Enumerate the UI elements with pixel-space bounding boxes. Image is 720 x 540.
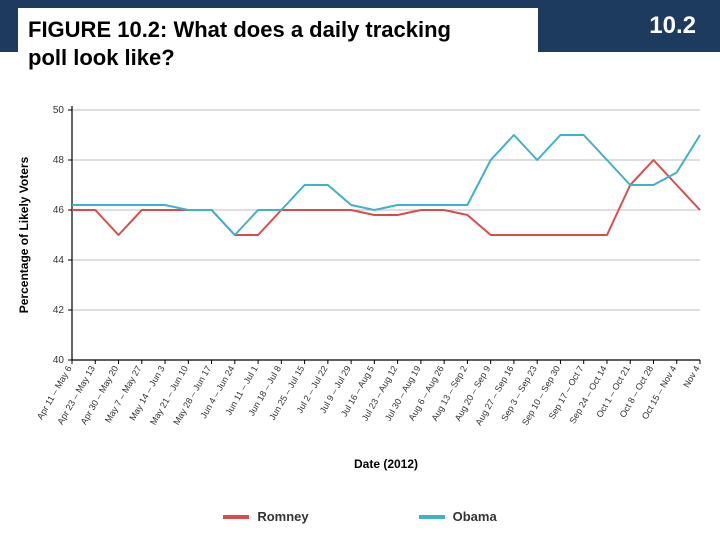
- svg-text:44: 44: [53, 255, 65, 266]
- chart-legend: Romney Obama: [10, 509, 710, 524]
- legend-swatch-romney: [223, 515, 249, 519]
- svg-text:Nov 4: Nov 4: [681, 364, 701, 389]
- figure-title: FIGURE 10.2: What does a daily tracking …: [28, 16, 528, 71]
- svg-text:46: 46: [53, 205, 65, 216]
- tracking-poll-chart: 404244464850Apr 11 – May 6Apr 23 – May 1…: [10, 100, 710, 530]
- figure-title-line1: FIGURE 10.2: What does a daily tracking: [28, 17, 451, 42]
- legend-label-obama: Obama: [453, 509, 497, 524]
- svg-text:50: 50: [53, 105, 65, 116]
- legend-label-romney: Romney: [257, 509, 308, 524]
- figure-title-block: FIGURE 10.2: What does a daily tracking …: [18, 8, 538, 79]
- svg-text:Percentage of Likely Voters: Percentage of Likely Voters: [17, 156, 31, 313]
- svg-text:42: 42: [53, 305, 65, 316]
- svg-text:48: 48: [53, 155, 65, 166]
- legend-item-romney: Romney: [223, 509, 308, 524]
- legend-item-obama: Obama: [419, 509, 497, 524]
- svg-text:Date (2012): Date (2012): [354, 457, 418, 471]
- svg-text:40: 40: [53, 355, 65, 366]
- chart-svg: 404244464850Apr 11 – May 6Apr 23 – May 1…: [10, 100, 710, 500]
- section-number: 10.2: [649, 12, 696, 40]
- figure-title-line2: poll look like?: [28, 45, 175, 70]
- legend-swatch-obama: [419, 515, 445, 519]
